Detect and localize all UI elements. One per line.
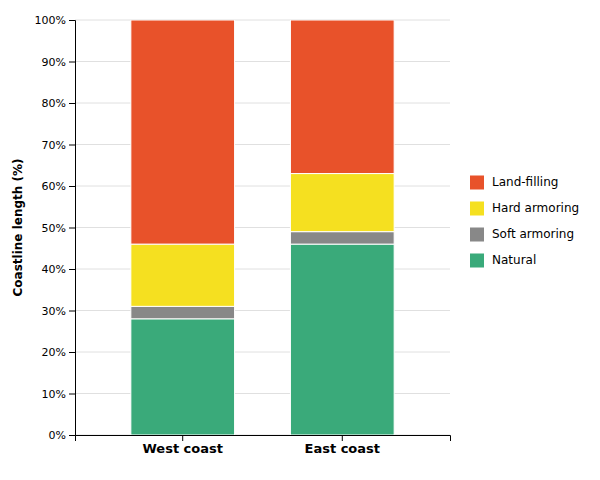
bar	[131, 306, 235, 318]
legend-label: Land-filling	[492, 175, 558, 189]
grid	[75, 20, 450, 435]
tick-mark	[69, 435, 75, 436]
legend-label: Natural	[492, 253, 536, 267]
axis-domain	[76, 436, 451, 442]
tick-mark	[342, 435, 343, 441]
legend-swatch	[470, 254, 484, 268]
tick-label: 70%	[42, 139, 66, 152]
tick-label: 90%	[42, 56, 66, 69]
tick-mark	[69, 311, 75, 312]
tick-label: 50%	[42, 222, 66, 235]
tick-label: 30%	[42, 305, 66, 318]
tick: 60%	[42, 180, 75, 193]
tick: 50%	[42, 222, 75, 235]
tick-mark	[69, 62, 75, 63]
tick-label: 80%	[42, 97, 66, 110]
chart: 0% 10% 20% 30% 40% 50% 60% 70% 80% 90% 100% West co…	[0, 0, 600, 480]
tick: West coast	[142, 435, 223, 456]
bar	[290, 232, 394, 244]
tick: 70%	[42, 139, 75, 152]
x-axis: West coast East coast	[76, 435, 451, 456]
tick-label: 60%	[42, 180, 66, 193]
bar	[290, 20, 394, 174]
legend-swatch	[470, 176, 484, 190]
tick-label: West coast	[142, 441, 223, 456]
tick: 10%	[42, 388, 75, 401]
legend-item: Land-filling	[470, 175, 558, 190]
bar	[131, 319, 235, 435]
bar	[131, 244, 235, 306]
legend-label: Hard armoring	[492, 201, 579, 215]
tick-label: 0%	[49, 429, 66, 442]
bar	[290, 174, 394, 232]
legend-item: Hard armoring	[470, 201, 579, 216]
legend-swatch	[470, 228, 484, 242]
series	[131, 20, 394, 244]
tick-mark	[69, 103, 75, 104]
legend-label: Soft armoring	[492, 227, 574, 241]
tick: 100%	[35, 14, 75, 27]
bar	[290, 244, 394, 435]
tick: 20%	[42, 346, 75, 359]
legend-item: Natural	[470, 253, 536, 268]
legend-swatch	[470, 202, 484, 216]
tick-mark	[69, 269, 75, 270]
tick: 90%	[42, 56, 75, 69]
tick-label: 100%	[35, 14, 66, 27]
tick-mark	[182, 435, 183, 441]
tick: 80%	[42, 97, 75, 110]
tick: 0%	[49, 429, 75, 442]
tick-label: 20%	[42, 346, 66, 359]
y-axis: 0% 10% 20% 30% 40% 50% 60% 70% 80% 90% 100%	[35, 14, 76, 442]
legend: Land-filling Hard armoring Soft armoring Na…	[470, 175, 579, 268]
axis-title: Coastline length (%)	[11, 159, 25, 297]
tick-label: 40%	[42, 263, 66, 276]
tick-label: East coast	[305, 441, 381, 456]
tick-mark	[69, 352, 75, 353]
tick-label: 10%	[42, 388, 66, 401]
bar	[131, 20, 235, 244]
tick-mark	[69, 394, 75, 395]
tick: East coast	[305, 435, 381, 456]
tick-mark	[69, 186, 75, 187]
axis-domain	[69, 21, 76, 436]
bars	[131, 20, 394, 435]
series	[131, 244, 394, 435]
tick: 30%	[42, 305, 75, 318]
plot: 0% 10% 20% 30% 40% 50% 60% 70% 80% 90% 100% West co…	[35, 14, 451, 456]
tick: 40%	[42, 263, 75, 276]
tick-mark	[69, 20, 75, 21]
series	[131, 232, 394, 319]
legend-item: Soft armoring	[470, 227, 574, 242]
tick-mark	[69, 145, 75, 146]
tick-mark	[69, 228, 75, 229]
